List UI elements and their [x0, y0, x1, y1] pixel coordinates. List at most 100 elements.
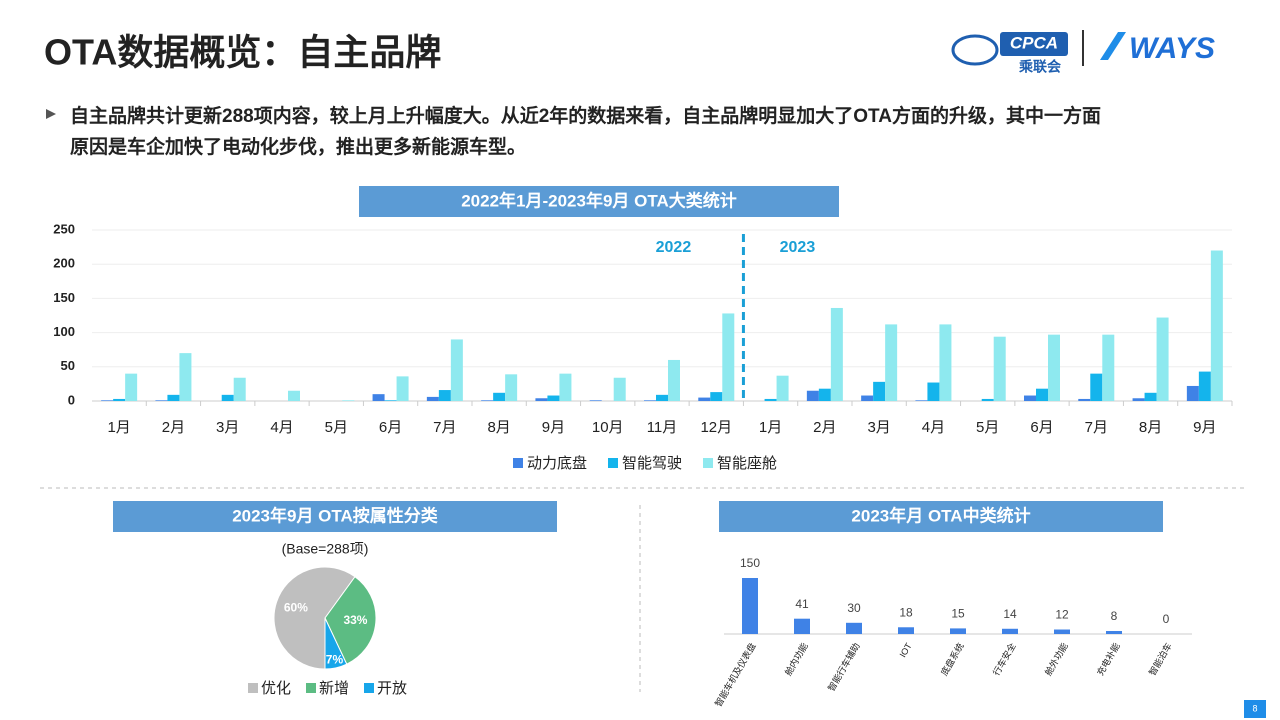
chart-subtitle: (Base=288项) — [282, 541, 369, 557]
x-tick-label: 3月 — [867, 419, 890, 436]
bar — [644, 400, 656, 401]
y-tick-label: 200 — [53, 256, 75, 271]
bar — [1090, 373, 1103, 401]
bar — [861, 395, 874, 401]
x-tick-label: 4月 — [922, 419, 945, 436]
logo: 乘联会 — [1018, 59, 1062, 75]
chart-title: 2023年9月 OTA按属性分类 — [232, 505, 439, 525]
bar — [1186, 385, 1199, 401]
data-label: 33% — [343, 613, 367, 627]
x-tick-label: 8月 — [487, 419, 510, 436]
y-tick-label: 150 — [53, 290, 75, 305]
bar — [656, 394, 668, 401]
bar — [179, 353, 192, 401]
bar — [125, 373, 138, 401]
legend-label: 优化 — [261, 680, 291, 697]
y-tick-label: 100 — [53, 324, 75, 339]
x-tick-label: 智能车机及仪表盘 — [712, 641, 758, 709]
bar — [885, 324, 898, 401]
x-tick-label: 4月 — [270, 419, 293, 436]
data-label: 7% — [326, 652, 344, 666]
x-tick-label: 充电补能 — [1094, 641, 1122, 678]
bar — [981, 398, 994, 401]
x-tick-label: 1月 — [107, 419, 130, 436]
bar — [505, 374, 518, 401]
y-tick-label: 50 — [61, 358, 75, 373]
bar — [450, 339, 463, 401]
bar — [1078, 398, 1091, 401]
bar — [221, 394, 234, 401]
y-tick-label: 250 — [53, 221, 75, 236]
legend-label: 开放 — [377, 680, 407, 697]
bar — [806, 390, 819, 401]
bullet-text: 原因是车企加快了电动化步伐，推出更多新能源车型。 — [70, 135, 526, 158]
bar — [927, 382, 940, 401]
legend-swatch — [306, 683, 316, 693]
bar — [493, 392, 506, 401]
y-tick-label: 0 — [68, 392, 75, 407]
bar — [722, 313, 735, 401]
chart-title-box — [113, 501, 557, 532]
bar — [167, 394, 180, 401]
logo: WAYS — [1129, 32, 1215, 65]
bar — [438, 390, 451, 401]
bar — [101, 400, 114, 401]
pie-slice — [324, 617, 348, 670]
bar — [794, 618, 810, 634]
bar — [288, 390, 300, 401]
bar — [1036, 388, 1048, 401]
bar — [898, 627, 914, 634]
bar — [873, 381, 886, 401]
bar — [1054, 629, 1070, 634]
bar — [113, 398, 126, 401]
logo-box — [1000, 32, 1068, 56]
bar — [1198, 371, 1211, 401]
x-tick-label: 智能泊车 — [1146, 641, 1174, 678]
bar — [426, 396, 439, 401]
data-label: 15 — [951, 607, 965, 621]
data-label: 18 — [899, 605, 913, 619]
bar — [710, 392, 723, 401]
legend-label: 新增 — [319, 680, 349, 697]
annotation: 2023 — [780, 239, 816, 256]
x-tick-label: 6月 — [1030, 419, 1053, 436]
slide-title: OTA数据概览：自主品牌 — [44, 32, 441, 73]
x-tick-label: 8月 — [1139, 419, 1162, 436]
data-label: 12 — [1055, 608, 1069, 622]
data-label: 30 — [847, 601, 861, 615]
x-tick-label: 9月 — [542, 419, 565, 436]
bullet-icon — [46, 109, 56, 119]
page-number-box — [1244, 700, 1266, 718]
bar — [1102, 334, 1115, 401]
x-tick-label: 7月 — [433, 419, 456, 436]
data-label: 60% — [284, 601, 308, 615]
x-tick-label: 9月 — [1193, 419, 1216, 436]
x-tick-label: 舱内功能 — [782, 641, 810, 678]
bar — [939, 324, 952, 401]
chart-title-box — [719, 501, 1163, 532]
bar — [535, 398, 548, 401]
logo: CPCA — [1010, 33, 1058, 52]
chart-title: 2022年1月-2023年9月 OTA大类统计 — [461, 190, 737, 210]
data-label: 150 — [740, 556, 760, 570]
bar — [384, 400, 397, 401]
bar — [547, 395, 560, 401]
legend-swatch — [513, 458, 523, 468]
x-tick-label: 行车安全 — [990, 641, 1018, 678]
page-number: 8 — [1252, 703, 1257, 713]
bar — [846, 622, 862, 634]
bar — [396, 376, 409, 401]
bar — [1210, 250, 1223, 401]
bar — [613, 377, 626, 401]
data-label: 41 — [795, 597, 809, 611]
legend-label: 智能座舱 — [717, 454, 777, 472]
bar — [764, 398, 777, 401]
x-tick-label: 舱外功能 — [1042, 641, 1070, 678]
logo-emblem — [951, 34, 999, 66]
x-tick-label: IOT — [898, 641, 914, 659]
bar — [1144, 392, 1157, 401]
data-label: 0 — [1163, 612, 1170, 626]
bar — [589, 400, 602, 401]
x-tick-label: 10月 — [592, 419, 624, 436]
